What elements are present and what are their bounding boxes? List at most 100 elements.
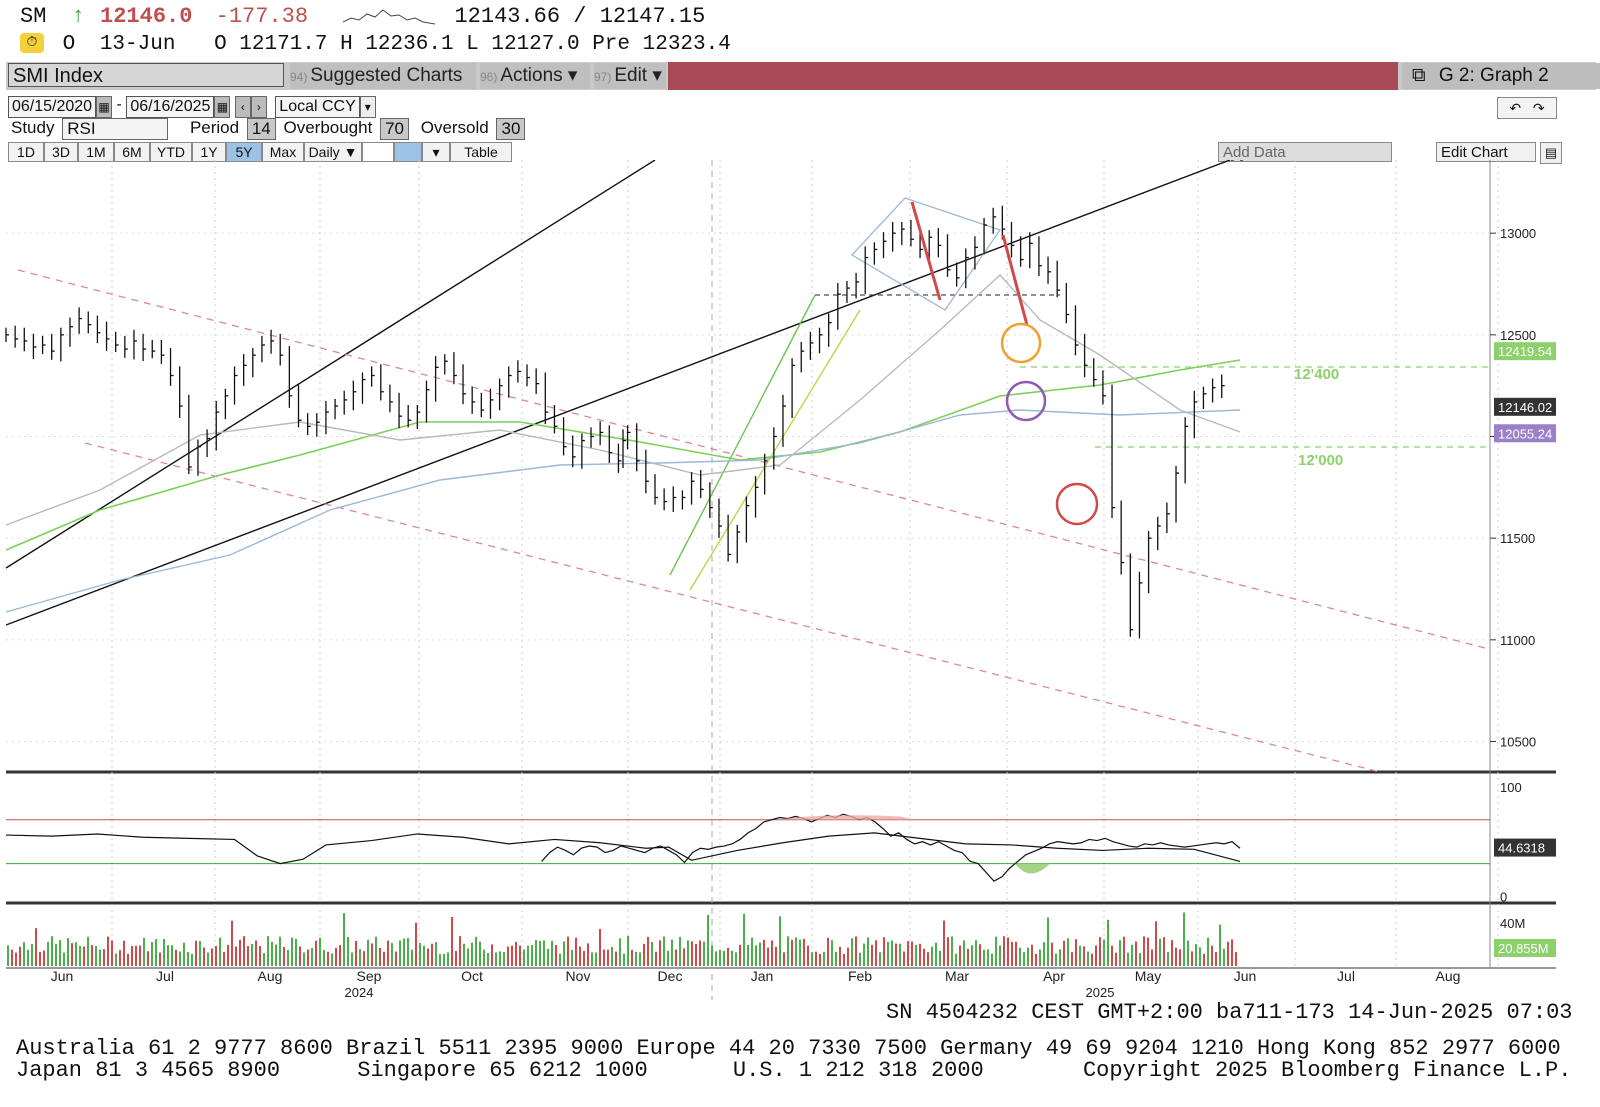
- calendar-icon[interactable]: ▦: [96, 96, 113, 118]
- tab-ytd[interactable]: YTD: [150, 142, 192, 162]
- month-label: Mar: [945, 968, 969, 984]
- line-style-button[interactable]: [394, 142, 422, 162]
- contact-line-2: Japan 81 3 4565 8900 Singapore 65 6212 1…: [16, 1058, 1571, 1083]
- oversold-fill: [1015, 863, 1050, 874]
- rsi-last-label: 44.6318: [1498, 841, 1545, 856]
- month-label: Aug: [258, 968, 283, 984]
- time-axis: Jun Jul Aug Sep Oct Nov Dec Jan Feb Mar Apr May Jun J…: [51, 968, 1461, 1000]
- wedge-pattern: [850, 197, 1002, 311]
- suggested-label: Suggested Charts: [310, 65, 463, 86]
- month-label: Jul: [156, 968, 174, 984]
- edit-chart-button[interactable]: Edit Chart: [1436, 142, 1536, 162]
- year-label: 2024: [345, 985, 374, 1000]
- study-select[interactable]: RSI: [62, 118, 169, 140]
- study-row: Study RSI Period 14 Overbought 70 Overso…: [8, 118, 526, 140]
- purple-circle-marker: [1005, 380, 1047, 422]
- tab-3d[interactable]: 3D: [44, 142, 78, 162]
- month-label: Sep: [357, 968, 382, 984]
- level-label-12400: 12'400: [1294, 366, 1339, 383]
- red-down-stroke: [1001, 234, 1029, 326]
- tab-5y[interactable]: 5Y: [226, 142, 262, 162]
- green-ma-price-label-bg: [1494, 342, 1556, 361]
- green-channel-line: [689, 309, 861, 591]
- suggested-charts-button[interactable]: 94)Suggested Charts ▾: [290, 63, 476, 113]
- ma-green-line: [5, 359, 1241, 551]
- purple-price-label: 12055.24: [1498, 426, 1552, 441]
- oversold-label: Oversold: [420, 118, 489, 137]
- actions-label: Actions: [500, 65, 563, 86]
- high-value: 12236.1: [365, 33, 454, 56]
- rsi-line: [541, 813, 1241, 882]
- month-label: Jul: [1337, 968, 1355, 984]
- open-label: O: [214, 33, 227, 56]
- month-label: Jun: [51, 968, 74, 984]
- month-label: Nov: [566, 968, 591, 984]
- tab-1y[interactable]: 1Y: [192, 142, 226, 162]
- chart-type-button[interactable]: [362, 142, 394, 162]
- month-label: Jan: [751, 968, 774, 984]
- tab-6m[interactable]: 6M: [114, 142, 150, 162]
- green-ma-price-label: 12419.54: [1498, 344, 1552, 359]
- export-icon[interactable]: ⧉: [1412, 65, 1426, 86]
- phone-japan: Japan 81 3 4565 8900: [16, 1058, 281, 1083]
- year-label: 2025: [1086, 985, 1115, 1000]
- currency-select[interactable]: Local CCY: [275, 96, 360, 118]
- period-label: Period: [189, 118, 240, 137]
- chevron-down-icon[interactable]: ▾: [359, 96, 376, 118]
- ohlc-line: ⏱ O 13-Jun O 12171.7 H 12236.1 L 12127.0…: [20, 33, 731, 56]
- oversold-input[interactable]: 30: [496, 118, 526, 140]
- start-date-input[interactable]: 06/15/2020: [8, 96, 97, 118]
- overbought-input[interactable]: 70: [380, 118, 409, 140]
- chevron-down-icon[interactable]: ▾: [422, 142, 450, 162]
- red-down-stroke: [910, 201, 942, 301]
- red-circle-marker: [1055, 482, 1099, 526]
- end-date-input[interactable]: 06/16/2025: [126, 96, 215, 118]
- volume-tick-label: 40M: [1500, 916, 1525, 931]
- chart-settings-icon[interactable]: ▤: [1540, 142, 1562, 164]
- frequency-select[interactable]: Daily ▼: [304, 142, 362, 162]
- pre-value: 12323.4: [642, 33, 731, 56]
- rsi-line: [5, 832, 1241, 865]
- calendar-icon[interactable]: ▦: [214, 96, 231, 118]
- pre-label: Pre: [592, 33, 631, 56]
- bid-ask: 12143.66 / 12147.15: [454, 4, 706, 29]
- low-value: 12127.0: [491, 33, 580, 56]
- last-price-label-bg: [1494, 397, 1556, 416]
- period-input[interactable]: 14: [246, 118, 276, 140]
- add-data-input[interactable]: Add Data: [1218, 142, 1392, 162]
- price-tick-label: 12500: [1500, 328, 1536, 343]
- chevron-right-icon[interactable]: ›: [250, 96, 267, 118]
- tab-1m[interactable]: 1M: [78, 142, 114, 162]
- rsi-tick-label: 100: [1500, 780, 1522, 795]
- date-range-row: 06/15/2020 ▦ - 06/16/2025 ▦ ‹ › Local CCY ▾: [8, 96, 376, 118]
- green-channel-line: [669, 294, 816, 576]
- rsi-last-bg: [1494, 838, 1556, 857]
- table-button[interactable]: Table: [450, 142, 512, 162]
- month-label: Oct: [461, 968, 483, 984]
- lower-trendline: [5, 160, 1231, 626]
- security-input[interactable]: SMI Index: [8, 63, 284, 87]
- upper-trendline: [5, 160, 656, 569]
- chevron-left-icon[interactable]: ‹: [234, 96, 251, 118]
- low-label: L: [466, 33, 479, 56]
- rsi-panel: 0 100 44.6318: [5, 780, 1556, 905]
- price-tick-label: 11500: [1500, 531, 1535, 546]
- tab-1d[interactable]: 1D: [8, 142, 44, 162]
- overbought-label: Overbought: [283, 118, 373, 137]
- last-price-label: 12146.02: [1498, 400, 1552, 415]
- orange-circle-marker: [1000, 322, 1042, 364]
- toolbar-band: [668, 62, 1398, 90]
- up-arrow-icon: ↑: [71, 4, 85, 29]
- graph-tab[interactable]: ⧉ G 2: Graph 2: [1402, 63, 1600, 89]
- tab-max[interactable]: Max: [262, 142, 304, 162]
- quote-date: 13-Jun: [99, 33, 176, 56]
- actions-button[interactable]: 96) Actions ▾: [480, 63, 590, 89]
- price-tick-label: 10500: [1500, 735, 1536, 750]
- volume-last-bg: [1494, 939, 1556, 957]
- lower-dashed-channel: [84, 442, 1381, 773]
- edit-button[interactable]: 97) Edit ▾: [594, 63, 666, 89]
- edit-label: Edit: [614, 65, 648, 86]
- ma-grey-line: [5, 274, 1241, 526]
- gauge-icon: ⏱: [20, 33, 44, 54]
- undo-redo-buttons[interactable]: ↶ ↷: [1497, 97, 1557, 119]
